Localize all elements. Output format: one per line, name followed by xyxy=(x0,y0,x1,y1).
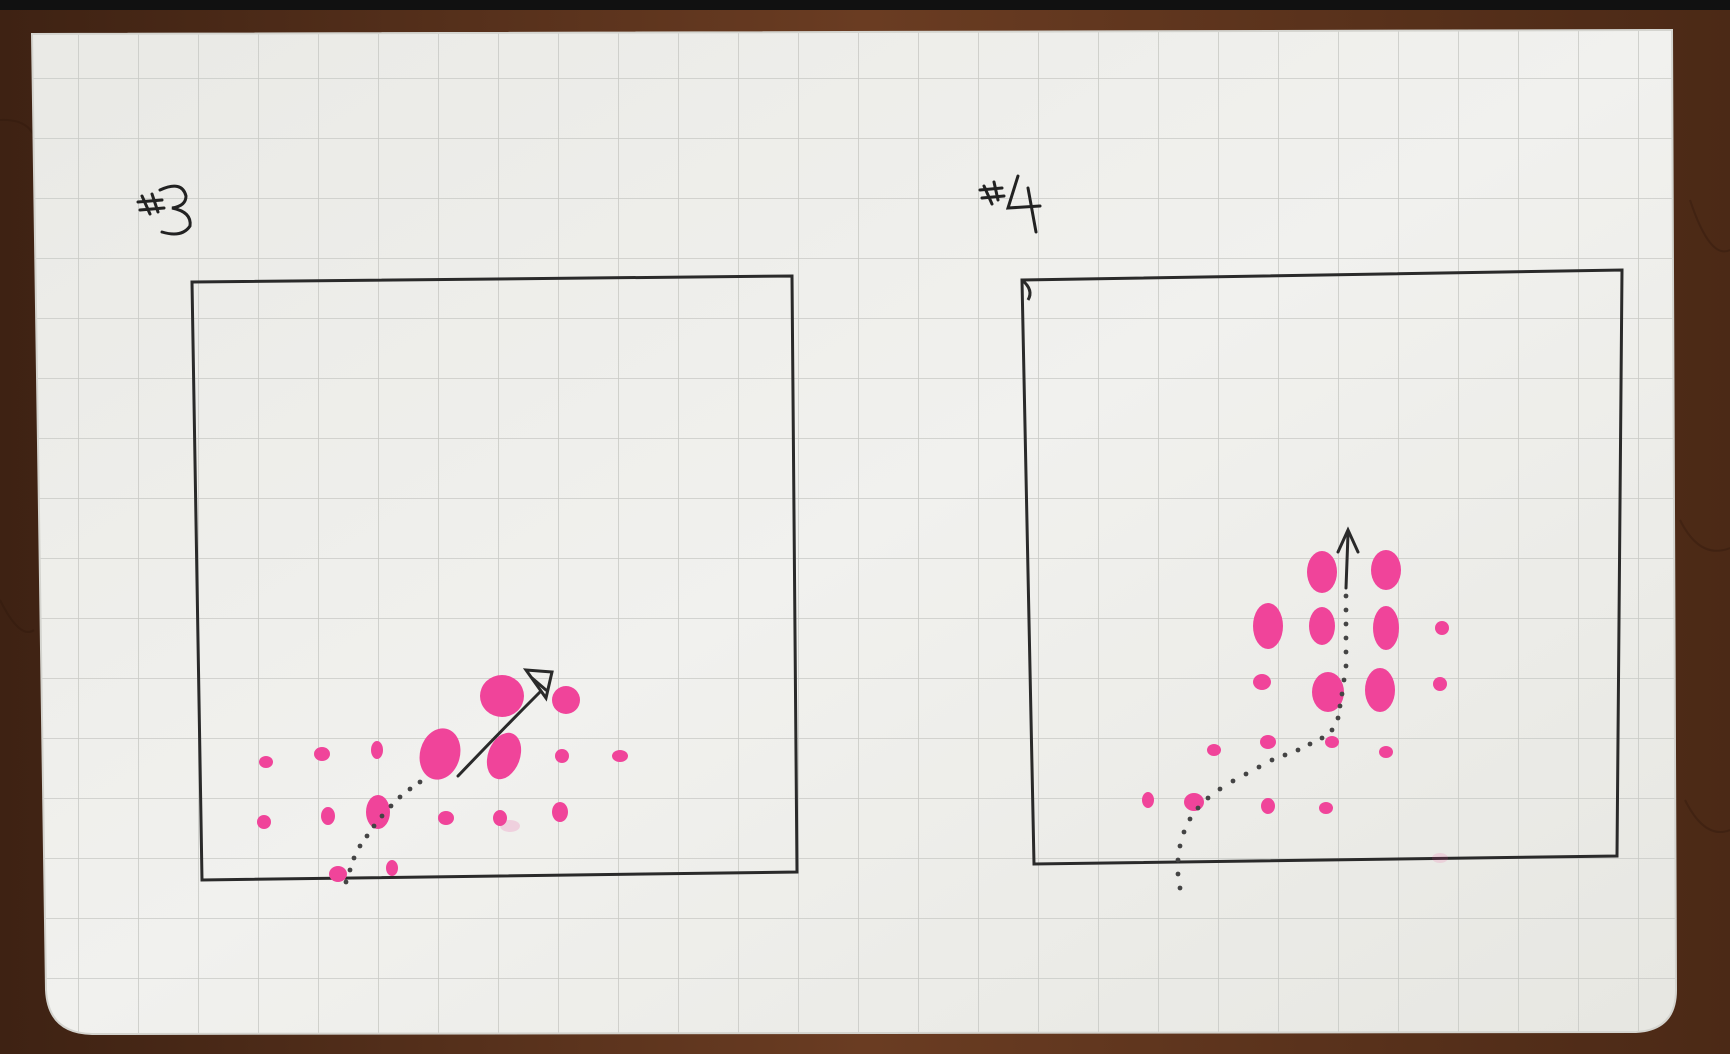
panel-3-frame xyxy=(190,274,799,882)
panel-4-blobs xyxy=(1184,550,1401,811)
panel-4-dotted-path xyxy=(1175,593,1349,891)
top-shadow xyxy=(0,0,1730,10)
panel-4-label xyxy=(978,174,1042,234)
paper-edge xyxy=(30,28,1678,1036)
panel-3-blobs xyxy=(366,675,580,829)
panel-3-faint-mark xyxy=(500,820,520,832)
panel-4 xyxy=(978,174,1624,891)
panel-3-label xyxy=(136,184,192,236)
panel-4-arrow-icon xyxy=(1336,526,1360,590)
panel-3 xyxy=(136,184,799,885)
panel-3-dots xyxy=(257,741,628,882)
panel-4-frame xyxy=(1020,268,1624,866)
panel-3-arrow-icon xyxy=(456,668,554,778)
panel-4-faint-mark xyxy=(1432,853,1448,863)
panel-3-dotted-path xyxy=(343,779,423,885)
panel-4-dots xyxy=(1142,621,1449,814)
